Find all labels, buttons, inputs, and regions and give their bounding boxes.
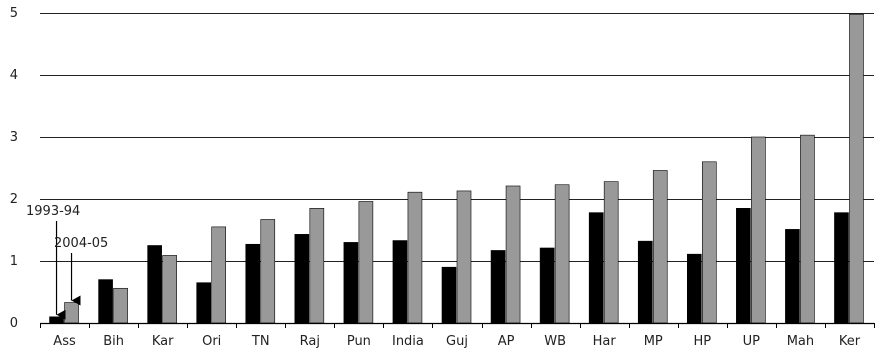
bar-series2-har — [603, 181, 619, 324]
bars — [49, 13, 864, 324]
bar-series2-mp — [652, 170, 668, 324]
bar-series2-ap — [505, 185, 521, 324]
bar-series2-india — [407, 191, 423, 324]
bar-series2-bih — [113, 287, 128, 324]
x-tick-label: Ori — [202, 334, 221, 349]
y-tick-label: 1 — [10, 254, 18, 269]
y-axis: 0 1 2 3 4 5 — [10, 6, 18, 331]
annotation-label: 2004-05 — [54, 236, 108, 251]
y-tick-label: 3 — [10, 130, 18, 145]
x-tick-label: HP — [693, 334, 711, 349]
bar-series2-pun — [358, 201, 374, 324]
x-tick-label: Bih — [103, 334, 124, 349]
bar-series2-ori — [211, 226, 227, 324]
bar-series1-ori — [196, 282, 212, 324]
x-tick-label: Kar — [152, 334, 174, 349]
x-tick-label: Mah — [787, 334, 814, 349]
bar-series2-raj — [309, 208, 325, 324]
x-tick-label: Ker — [839, 334, 861, 349]
bar-series2-hp — [701, 161, 717, 324]
bar-series2-ass — [64, 302, 79, 324]
x-tick-label: TN — [251, 334, 270, 349]
bar-series1-ker — [834, 212, 849, 324]
y-tick-label: 4 — [10, 68, 18, 83]
bar-series1-har — [588, 212, 604, 324]
bar-series2-kar — [162, 255, 177, 324]
bar-series1-ap — [490, 250, 506, 324]
bar-series2-ker — [849, 13, 864, 324]
bar-series2-guj — [456, 190, 472, 324]
bar-series1-mah — [785, 229, 800, 324]
bar-series1-bih — [98, 279, 113, 324]
bar-series1-ass — [49, 316, 64, 324]
x-tick-label: UP — [743, 334, 761, 349]
annotations: 1993-94 2004-05 — [26, 204, 108, 320]
gridlines — [40, 13, 874, 262]
x-tick-label: Raj — [300, 334, 320, 349]
bar-series2-tn — [260, 219, 276, 324]
x-axis: Ass Bih Kar Ori TN Raj Pun India Guj AP WB Har MP HP U… — [40, 322, 875, 349]
bar-series2-up — [751, 136, 766, 324]
bar-series1-pun — [343, 242, 359, 324]
bar-series1-india — [392, 240, 408, 324]
x-tick-label: Pun — [347, 334, 371, 349]
x-tick-label: AP — [498, 334, 515, 349]
x-tick-label: MP — [644, 334, 663, 349]
bar-series1-kar — [147, 245, 162, 324]
bar-series1-up — [736, 208, 751, 324]
x-tick-label: Guj — [446, 334, 468, 349]
bar-series1-raj — [294, 234, 310, 324]
y-tick-label: 5 — [10, 6, 18, 21]
bar-series2-wb — [554, 184, 570, 324]
y-tick-label: 0 — [10, 316, 18, 331]
x-tick-label: India — [392, 334, 424, 349]
bar-series1-wb — [539, 247, 555, 324]
bar-series1-tn — [245, 243, 261, 324]
bar-series2-mah — [800, 134, 815, 324]
x-tick-label: Har — [593, 334, 617, 349]
bar-series1-hp — [686, 253, 702, 324]
x-tick-label: Ass — [53, 334, 76, 349]
y-tick-label: 2 — [10, 192, 18, 207]
annotation-label: 1993-94 — [26, 204, 80, 219]
bar-series1-guj — [441, 266, 457, 324]
bar-series1-mp — [637, 240, 653, 324]
x-tick-label: WB — [544, 334, 566, 349]
